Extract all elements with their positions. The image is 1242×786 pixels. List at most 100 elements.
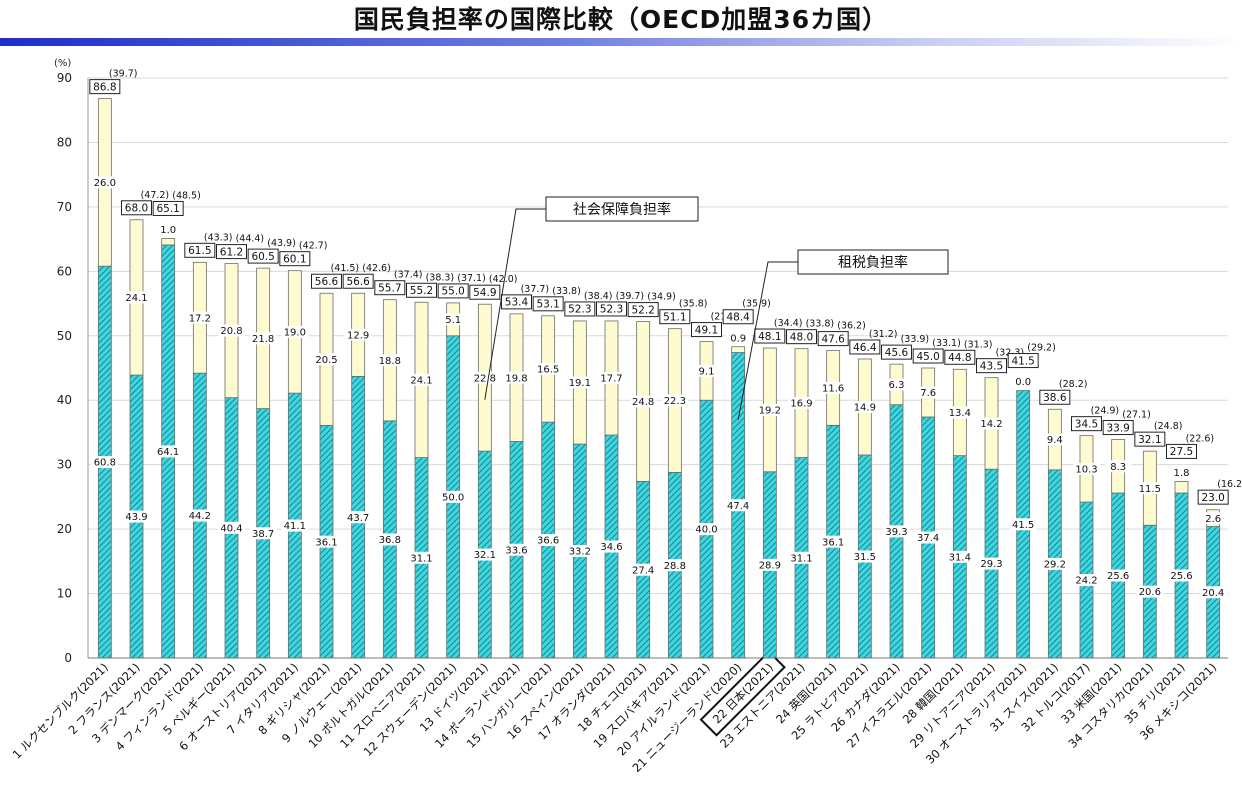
tax-value-label: 43.9 [125,512,147,523]
tax-value-label: 44.2 [189,511,211,522]
social-value-label-box [313,353,340,366]
social-value-label-box [471,371,499,384]
social-value-label-box [186,311,214,324]
y-tick-label: 50 [57,329,72,343]
social-value-label-box [1199,512,1227,525]
total-value-label: 47.6 [821,333,845,345]
social-value-label-box [1041,433,1069,446]
tax-value-label-box [249,527,277,540]
total-value-label-box [564,301,596,317]
gdp-ratio-label: (42.6) [362,263,391,274]
gdp-ratio-label: (24.9) [1091,406,1120,417]
bar-social-security [731,346,746,353]
total-value-label: 55.7 [378,282,401,294]
gdp-ratio-label: (37.4) [394,270,423,281]
total-value-label-box [184,242,216,258]
y-tick-label: 0 [64,651,72,665]
gdp-ratio-label: (38.3) [426,272,455,283]
tax-value-label: 36.1 [315,537,337,548]
tax-value-label-box [154,445,182,458]
social-value-label-box [1073,462,1100,475]
gdp-ratio-label: (35.9) [742,299,771,310]
social-value-label-box [218,324,245,337]
tax-value-label-box [408,551,435,564]
total-value-label: 34.5 [1075,418,1098,430]
social-value-label-box [883,378,910,391]
tax-value-label-box [788,551,815,564]
total-value-label-box [1039,389,1071,405]
total-value-label: 53.1 [536,299,559,311]
social-value-label-box [439,313,467,326]
tax-value-label-box [376,533,404,546]
tax-value-label-box [693,523,720,536]
tax-value-label-box [1168,569,1195,582]
gdp-ratio-label: (37.7) [521,284,550,295]
total-value-label: 51.1 [663,311,686,323]
total-value-label-box [627,302,659,318]
gdp-ratio-label: (35.8) [679,299,708,310]
tax-value-label-box [883,525,910,538]
gdp-ratio-label: (37.1) [457,273,486,284]
social-value-label-box [598,371,625,384]
gdp-ratio-label: (29.2) [1027,343,1056,354]
social-value-label-box [281,325,309,338]
callout-box [545,196,699,222]
total-value-label-box [691,322,722,338]
social-value-label: 19.0 [284,328,306,339]
total-value-label: 45.0 [916,351,939,363]
total-value-label-box [1134,431,1166,447]
total-value-label-box [596,301,627,317]
tax-value-label: 60.8 [94,458,116,469]
social-value-label: 22.3 [664,396,686,407]
total-value-label: 56.6 [346,276,370,288]
tax-value-label-box [598,540,625,553]
tax-value-label: 50.0 [442,492,464,503]
social-value-label: 22.8 [474,373,496,384]
total-value-label: 52.3 [600,304,623,316]
total-value-label-box [944,349,976,365]
tax-value-label: 41.1 [284,521,306,532]
total-value-label: 41.5 [1011,355,1034,367]
total-value-label-box [374,280,406,296]
social-value-label-box [1104,460,1132,473]
y-tick-label: 70 [57,200,72,214]
tax-value-label-box [629,563,657,576]
total-value-label: 48.1 [758,331,781,343]
tax-value-label-box [123,510,150,523]
social-value-label-box [503,371,530,384]
tax-value-label: 31.5 [854,552,876,563]
tax-value-label: 31.1 [410,553,432,564]
tax-value-label-box [914,531,942,544]
social-value-label: 24.1 [125,293,147,304]
tax-value-label-box [1041,557,1069,570]
gdp-ratio-label: (48.5) [172,190,201,201]
social-value-label-box [376,354,404,367]
social-value-label: 19.8 [505,373,527,384]
social-value-label-box [123,291,150,304]
total-value-label: 23.0 [1201,492,1224,504]
total-value-label: 52.3 [568,304,591,316]
total-value-label: 86.8 [93,81,116,93]
total-value-label-box [849,339,881,355]
gdp-ratio-label: (38.4) [584,291,613,302]
tax-value-label: 33.2 [569,547,591,558]
total-value-label: 56.6 [315,276,339,288]
tax-value-label-box [946,550,974,563]
tax-value-label: 47.4 [727,501,749,512]
tax-value-label-box [186,509,214,522]
tax-value-label: 29.2 [1044,560,1066,571]
total-value-label: 55.0 [441,286,464,298]
total-value-label-box [247,248,279,264]
tax-value-label: 34.6 [600,542,622,553]
total-value-label: 55.2 [410,285,433,297]
social-value-label: 21.8 [252,334,274,345]
total-value-label-box [817,331,849,347]
social-value-label: 6.3 [889,380,905,391]
gdp-ratio-label: (22.6) [1186,433,1215,444]
y-tick-label: 30 [57,458,72,472]
tax-value-label: 20.6 [1139,587,1161,598]
tax-value-label-box [724,499,752,512]
gdp-ratio-label: (33.9) [901,334,930,345]
tax-value-label-box [439,490,467,503]
